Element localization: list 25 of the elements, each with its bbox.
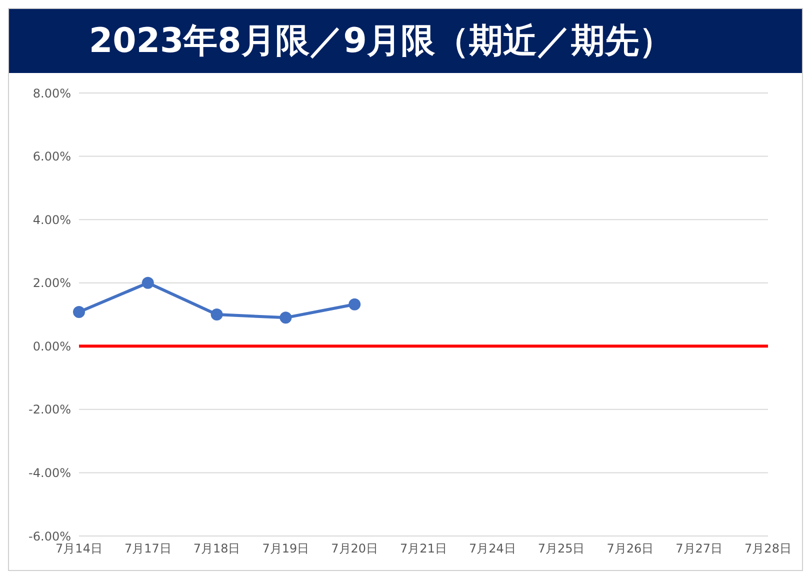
x-tick-label: 7月28日 <box>744 542 792 556</box>
point <box>348 298 361 310</box>
x-tick-label: 7月24日 <box>468 542 516 556</box>
x-tick-label: 7月14日 <box>56 542 102 556</box>
y-tick-label: -4.00% <box>28 466 71 480</box>
y-tick-label: 6.00% <box>32 150 71 164</box>
y-tick-label: 8.00% <box>32 86 71 100</box>
point <box>73 306 85 318</box>
point <box>142 276 154 289</box>
chart-title: 2023年8月限／9月限（期近／期先） <box>9 9 802 73</box>
y-tick-label: 4.00% <box>32 212 71 227</box>
x-tick-label: 7月25日 <box>538 542 585 556</box>
x-tick-label: 7月26日 <box>606 542 654 556</box>
x-tick-label: 7月18日 <box>193 542 240 556</box>
y-tick-label: 0.00% <box>32 339 71 354</box>
y-tick-label: 2.00% <box>32 276 71 290</box>
y-tick-label: -6.00% <box>28 529 71 544</box>
point <box>210 308 223 320</box>
point <box>280 312 292 324</box>
x-tick-label: 7月27日 <box>676 542 723 556</box>
x-tick-label: 7月21日 <box>400 542 447 556</box>
x-tick-label: 7月19日 <box>262 542 310 556</box>
x-tick-label: 7月17日 <box>124 542 172 556</box>
y-tick-label: -2.00% <box>28 402 71 417</box>
x-tick-label: 7月20日 <box>331 542 378 556</box>
